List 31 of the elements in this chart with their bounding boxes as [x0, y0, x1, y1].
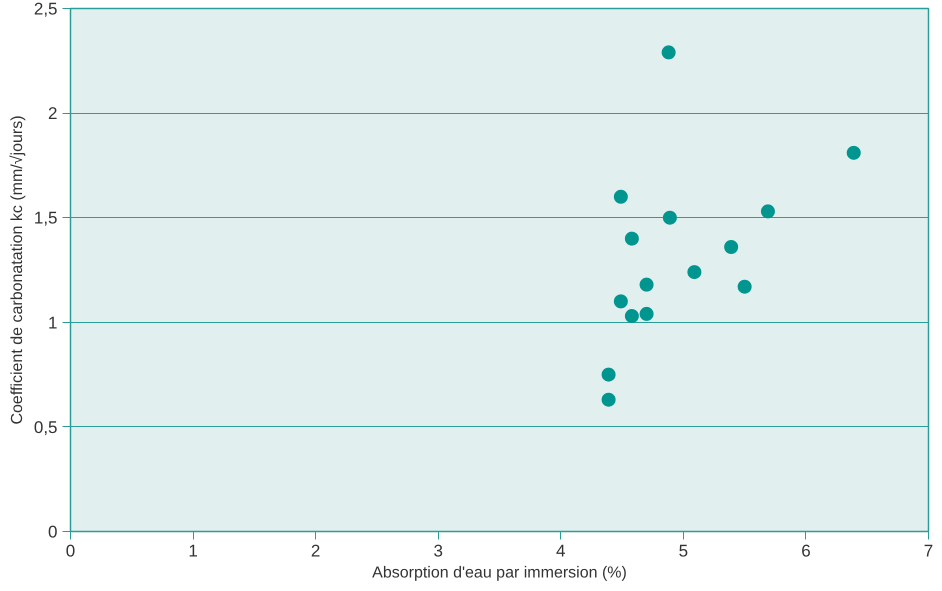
x-tick-label: 2 — [310, 542, 320, 560]
y-tick-label: 2,5 — [34, 0, 58, 18]
point — [738, 280, 752, 294]
point — [640, 278, 654, 292]
point — [614, 294, 628, 308]
point — [724, 240, 738, 254]
point — [614, 190, 628, 204]
y-tick-label: 0,5 — [34, 418, 58, 437]
x-tick-label: 7 — [924, 542, 934, 560]
y-tick-label: 1 — [48, 313, 58, 332]
point — [624, 309, 639, 324]
point — [760, 204, 775, 218]
point — [687, 265, 702, 280]
x-tick-label: 0 — [66, 542, 76, 560]
x-tick-label: 3 — [433, 542, 443, 560]
point — [662, 210, 677, 225]
point — [624, 232, 639, 246]
y-tick-label: 1,5 — [34, 208, 58, 228]
x-axis-title: Absorption d'eau par immersion (%) — [372, 564, 627, 582]
point — [602, 392, 616, 407]
point — [662, 45, 676, 60]
x-tick-label: 6 — [801, 542, 811, 560]
point — [640, 306, 654, 321]
y-tick-label: 2 — [48, 104, 58, 124]
x-tick-label: 1 — [188, 542, 198, 560]
point — [846, 146, 861, 160]
y-tick-label: 0 — [48, 522, 58, 542]
x-tick-label: 4 — [556, 542, 566, 560]
x-tick-label: 5 — [678, 542, 688, 560]
point — [602, 368, 616, 382]
y-axis-title: Coefficient de carbonatation kc (mm/√jours) — [8, 115, 26, 425]
